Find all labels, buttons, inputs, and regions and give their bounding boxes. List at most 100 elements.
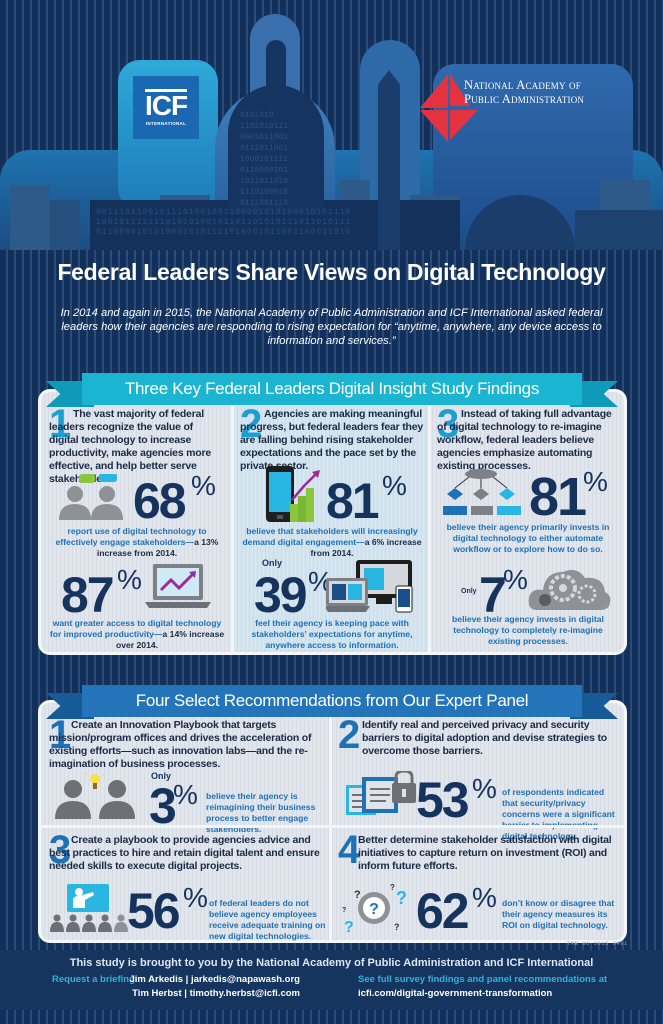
binary-line: 1110100010 [240,188,289,197]
people-idea-icon [55,772,135,819]
column-divider [428,392,431,652]
contact-name: Tim Herbst [132,988,182,999]
stat-value: 81 [529,467,587,527]
binary-line: 0011101100101110100100110000101010001010… [96,208,352,217]
document-code: TMB 06 1015 0491 [567,940,628,947]
only-label: Only [151,771,172,781]
recommendation-3: 3 Create a playbook to provide agencies … [41,828,329,943]
finding-3: 3 Instead of taking full advantage of di… [431,392,624,652]
svg-text:?: ? [354,889,361,901]
column-divider [231,392,234,652]
capitol-cupola [266,40,286,95]
finding-number: 2 [240,402,263,446]
binary-line: 1011011010 [240,177,289,186]
workflow-icon [443,469,521,515]
binary-line: 1000101111 [240,155,289,164]
stat-value: 56 [127,883,181,939]
stat-description: want greater access to digital technolog… [49,618,225,651]
stat-value: 7 [479,567,507,623]
stat-unit: % [183,882,208,913]
stat-unit: % [472,773,497,804]
stat-unit: % [382,470,407,501]
svg-text:?: ? [344,919,354,936]
stat-unit: % [503,564,528,595]
stat-desc-text: believe that stakeholders will increasin… [242,526,418,547]
stat-desc-bold: a 13% increase from 2014. [96,537,219,558]
stat-description: don’t know or disagree that their agency… [502,898,615,930]
row-divider [41,825,624,828]
binary-line: 0111011001 [240,144,289,153]
recommendations-panel: 1 Create an Innovation Playbook that tar… [38,700,627,943]
icf-logo-mark: ICF [144,89,188,121]
stat-desc-text: feel their agency is keeping pace with s… [251,618,413,650]
findings-heading-ribbon: Three Key Federal Leaders Digital Insigh… [46,373,618,407]
recommendation-4: 4 Better determine stakeholder satisfact… [332,828,624,943]
stat-desc-text: believe their agency invests in digital … [452,614,604,646]
svg-text:?: ? [342,907,346,914]
napa-logo: National Academy of Public Administratio… [418,72,588,142]
napa-line-1: National Academy of [464,78,581,92]
stat-value: 87 [61,567,115,623]
contact-email-link[interactable]: jarkedis@napawash.org [190,974,300,985]
recommendation-lead: Better determine stakeholder satisfactio… [358,834,612,872]
phone-growth-icon [266,466,320,522]
recommendation-lead: Create a playbook to provide agencies ad… [49,834,320,872]
contact-name: Jim Arkedis [129,974,183,985]
findings-heading: Three Key Federal Leaders Digital Insigh… [82,373,582,405]
recommendations-heading: Four Select Recommendations from Our Exp… [82,685,582,717]
dome-binary-text: 0101010 1101010111 0001011001 0111011001… [240,110,312,209]
documents-lock-icon [346,771,416,815]
devices-icon [326,560,413,613]
recommendation-1: 1 Create an Innovation Playbook that tar… [41,703,329,834]
stat-unit: % [472,882,497,913]
contact-email-link[interactable]: timothy.herbst@icfi.com [189,988,300,999]
stat-unit: % [117,564,142,595]
stat-value: 39 [254,567,308,623]
stat-description: believe their agency primarily invests i… [437,522,619,555]
binary-line: 0110000101010001010111101000101100110001… [96,228,352,237]
napa-triangle-icon [420,74,478,142]
study-url-link[interactable]: icfi.com/digital-government-transformati… [358,988,553,999]
napa-line-2: Public Administration [464,92,585,106]
stat-description: of federal leaders do not believe agency… [209,898,326,941]
request-briefing-label: Request a briefing [52,974,135,985]
binary-line: 0111001110 [240,199,289,208]
capitol-dome [228,85,324,215]
svg-text:?: ? [396,888,407,908]
findings-panel: 1 The vast majority of federal leaders r… [38,389,627,655]
stat-value: 53 [416,772,470,828]
building-columns [575,210,663,250]
footer [0,950,663,1010]
icf-logo-sub: INTERNATIONAL [145,121,187,126]
recommendation-number: 3 [49,828,72,872]
stat-unit: % [173,779,198,810]
recommendation-lead: Create an Innovation Playbook that targe… [49,719,312,770]
binary-line: 1001011111110101010010110110101011101101… [96,218,352,227]
recommendation-2: 2 Identify real and perceived privacy an… [332,703,624,841]
binary-line: 1101010111 [240,122,289,131]
stat-value: 3 [149,778,177,834]
stat-value: 62 [416,883,470,939]
icf-logo: ICF INTERNATIONAL [133,76,199,139]
page-title: Federal Leaders Share Views on Digital T… [57,259,606,285]
svg-text:?: ? [369,901,379,918]
footer-credit: This study is brought to you by the Nati… [69,957,594,969]
washington-monument [378,70,400,250]
training-icon [50,884,128,932]
svg-text:?: ? [394,922,400,932]
stat-unit: % [583,466,608,497]
stat-desc-bold: a 14% increase over 2014. [115,629,225,650]
recommendation-number: 4 [338,828,361,872]
intro-text: In 2014 and again in 2015, the National … [60,307,603,347]
finding-number: 3 [437,402,460,446]
building [50,200,80,250]
stat-desc-text: believe their agency primarily invests i… [446,522,610,554]
contact-row: Tim Herbst | timothy.herbst@icfi.com [132,988,300,999]
contact-row: Jim Arkedis | jarkedis@napawash.org [129,974,300,985]
people-chat-icon [59,474,123,520]
finding-lead: The vast majority of federal leaders rec… [49,408,212,485]
gears-cloud-icon [528,570,611,610]
stat-description: believe that stakeholders will increasin… [240,526,424,559]
stat-value: 68 [133,473,187,529]
stat-description: report use of digital technology to effe… [49,526,225,559]
